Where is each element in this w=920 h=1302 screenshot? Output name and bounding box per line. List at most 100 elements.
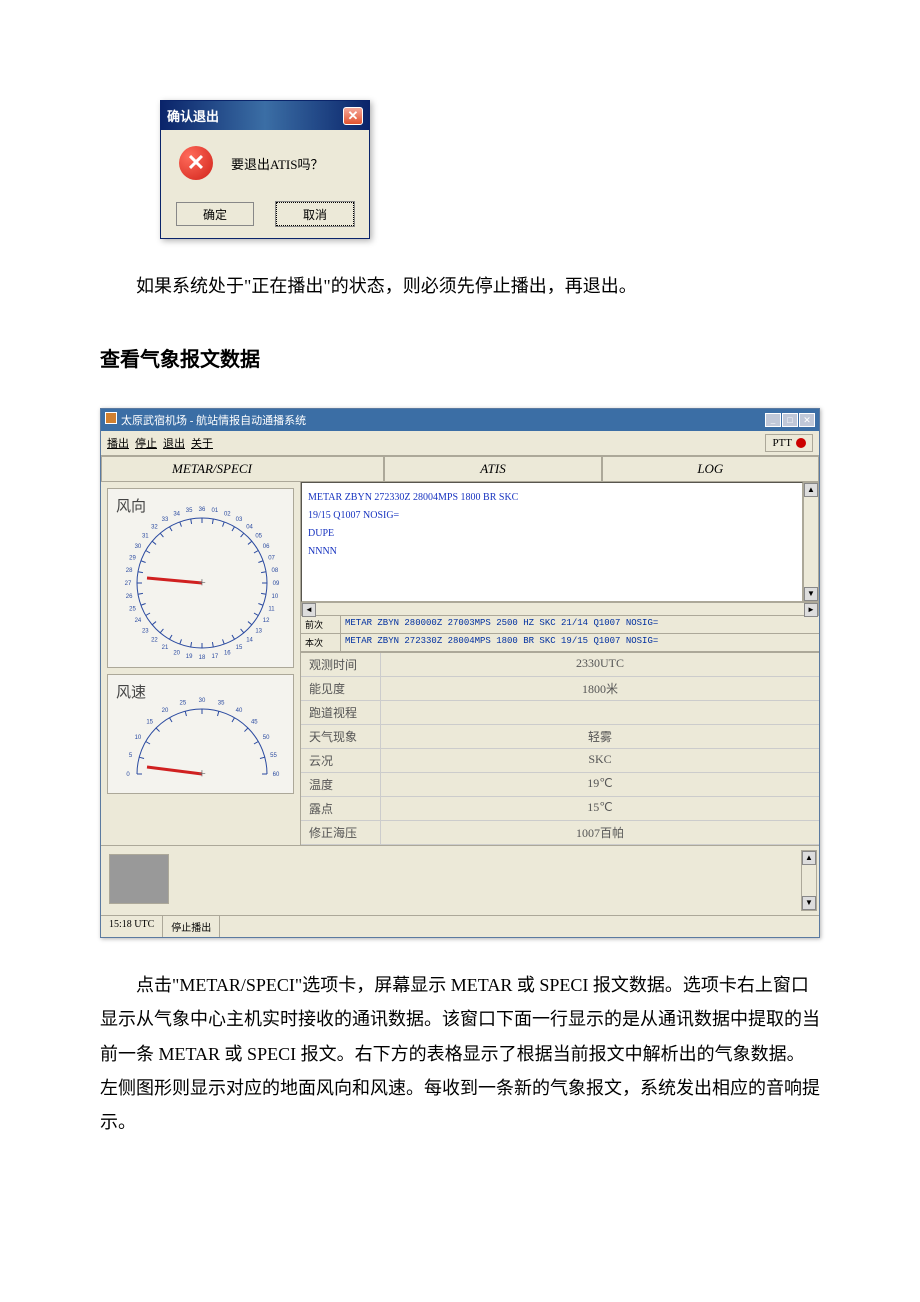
svg-text:18: 18 [199,655,206,661]
svg-text:33: 33 [162,517,169,523]
msg-line-3: DUPE [308,525,796,543]
ok-button[interactable]: 确定 [176,202,254,226]
svg-text:08: 08 [272,568,279,574]
svg-text:23: 23 [142,629,149,635]
row-qnh-k: 修正海压 [301,821,381,844]
dialog-message: 要退出ATIS吗？ [231,154,323,173]
svg-text:15: 15 [146,720,153,726]
menu-about[interactable]: 关于 [191,435,213,451]
close-icon[interactable]: ✕ [343,107,363,125]
row-rvr-v [381,701,819,724]
svg-text:30: 30 [135,544,142,550]
svg-text:40: 40 [236,708,243,714]
msg-line-2: 19/15 Q1007 NOSIG= [308,507,796,525]
bottom-scroll-down-icon[interactable]: ▼ [802,896,816,910]
svg-text:01: 01 [212,508,219,514]
status-time: 15:18 UTC [101,916,163,937]
svg-text:26: 26 [126,594,133,600]
ptt-label: PTT [772,437,792,449]
row-qnh-v: 1007百帕 [381,821,819,844]
minimize-button[interactable]: _ [765,413,781,427]
svg-text:5: 5 [129,753,133,759]
svg-text:60: 60 [273,772,280,778]
app-icon [105,412,117,424]
ptt-indicator[interactable]: PTT [765,434,813,452]
svg-text:14: 14 [246,638,253,644]
window-title: 太原武宿机场 - 航站情报自动通播系统 [121,415,306,427]
svg-text:36: 36 [199,507,206,513]
paragraph-2: 点击"METAR/SPECI"选项卡，屏幕显示 METAR 或 SPECI 报文… [100,968,820,1139]
tab-log[interactable]: LOG [602,456,819,481]
svg-text:+: + [198,767,206,782]
svg-text:03: 03 [236,517,243,523]
menu-stop[interactable]: 停止 [135,435,157,451]
scroll-up-icon[interactable]: ▲ [804,483,818,497]
close-button[interactable]: ✕ [799,413,815,427]
svg-text:05: 05 [255,534,262,540]
curr-label: 本次 [301,634,341,651]
msg-hscrollbar[interactable]: ◄ ► [301,602,819,616]
svg-text:04: 04 [246,525,253,531]
dialog-title: 确认退出 [167,106,219,125]
svg-text:07: 07 [268,556,275,562]
main-app-window: 太原武宿机场 - 航站情报自动通播系统 _ □ ✕ 播出 停止 退出 关于 PT… [100,408,820,938]
svg-text:17: 17 [212,654,219,660]
msg-line-4: NNNN [308,543,796,561]
section-heading: 查看气象报文数据 [100,343,820,372]
bottom-vscrollbar[interactable]: ▲ ▼ [801,850,817,911]
prev-report-row: 前次 METAR ZBYN 280000Z 27003MPS 2500 HZ S… [301,616,819,634]
gauge-spd-label: 风速 [116,681,146,702]
svg-text:35: 35 [186,508,193,514]
svg-text:31: 31 [142,534,149,540]
msg-vscrollbar[interactable]: ▲ ▼ [803,482,819,602]
row-wx-k: 天气现象 [301,725,381,748]
svg-text:0: 0 [126,772,130,778]
bottom-pane: ▲ ▼ [101,845,819,915]
svg-text:+: + [198,576,206,591]
cancel-button[interactable]: 取消 [276,202,354,226]
wind-direction-gauge: 风向 3601020304050607080910111213141516171… [107,488,294,668]
tab-bar: METAR/SPECI ATIS LOG [101,456,819,482]
curr-value: METAR ZBYN 272330Z 28004MPS 1800 BR SKC … [341,634,819,651]
svg-text:11: 11 [268,606,275,612]
confirm-exit-dialog: 确认退出 ✕ ✕ 要退出ATIS吗？ 确定 取消 [160,100,370,239]
menu-play[interactable]: 播出 [107,435,129,451]
paragraph-1: 如果系统处于"正在播出"的状态，则必须先停止播出，再退出。 [100,269,820,303]
msg-line-1: METAR ZBYN 272330Z 28004MPS 1800 BR SKC [308,489,796,507]
svg-text:29: 29 [129,556,136,562]
svg-text:24: 24 [135,618,142,624]
error-icon: ✕ [179,146,213,180]
svg-text:25: 25 [180,701,187,707]
svg-text:34: 34 [173,512,180,518]
svg-text:45: 45 [251,720,258,726]
tab-atis[interactable]: ATIS [384,456,601,481]
dialog-titlebar: 确认退出 ✕ [161,101,369,130]
menu-exit[interactable]: 退出 [163,435,185,451]
maximize-button[interactable]: □ [782,413,798,427]
svg-text:02: 02 [224,512,231,518]
row-dew-k: 露点 [301,797,381,820]
svg-text:22: 22 [151,638,158,644]
menu-bar: 播出 停止 退出 关于 [107,435,213,451]
svg-text:15: 15 [236,645,243,651]
svg-text:16: 16 [224,651,231,657]
row-obs-time-v: 2330UTC [381,653,819,676]
scroll-left-icon[interactable]: ◄ [302,603,316,617]
bottom-scroll-up-icon[interactable]: ▲ [802,851,816,865]
svg-text:10: 10 [272,594,279,600]
prev-label: 前次 [301,616,341,633]
prev-value: METAR ZBYN 280000Z 27003MPS 2500 HZ SKC … [341,616,819,633]
curr-report-row: 本次 METAR ZBYN 272330Z 28004MPS 1800 BR S… [301,634,819,652]
message-textbox[interactable]: METAR ZBYN 272330Z 28004MPS 1800 BR SKC … [301,482,803,602]
tab-metar-speci[interactable]: METAR/SPECI [101,456,384,481]
svg-text:12: 12 [263,618,270,624]
status-state: 停止播出 [163,916,220,937]
row-temp-k: 温度 [301,773,381,796]
row-vis-v: 1800米 [381,677,819,700]
scroll-down-icon[interactable]: ▼ [804,587,818,601]
svg-text:55: 55 [270,753,277,759]
scroll-right-icon[interactable]: ► [804,603,818,617]
ptt-led-icon [796,438,806,448]
window-titlebar: 太原武宿机场 - 航站情报自动通播系统 _ □ ✕ [101,409,819,431]
svg-text:35: 35 [218,701,225,707]
